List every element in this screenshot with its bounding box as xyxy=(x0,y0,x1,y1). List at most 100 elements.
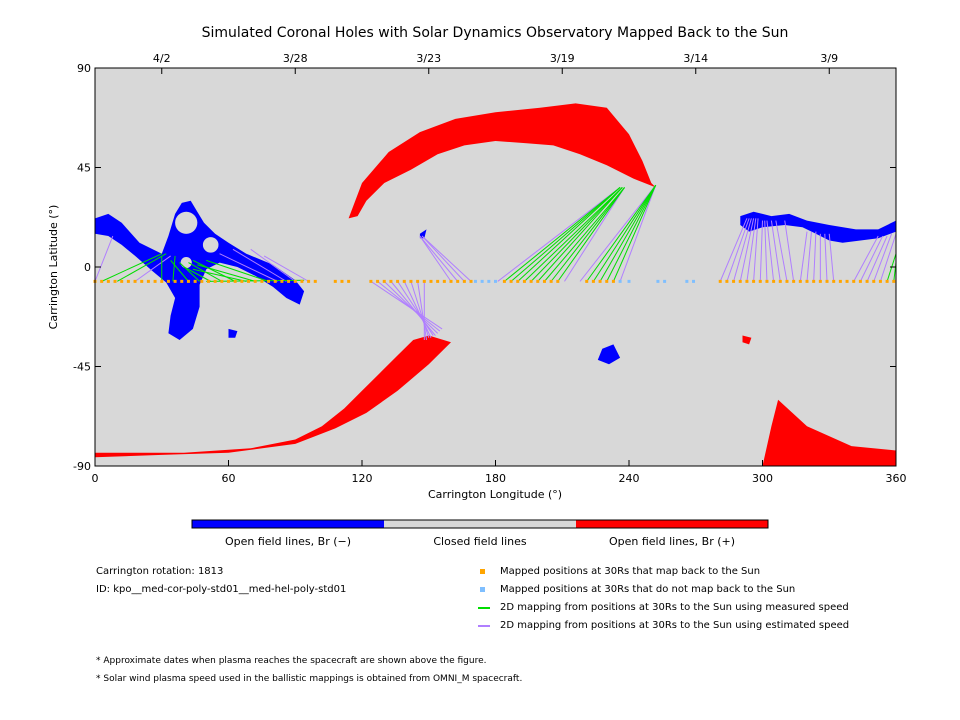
mapped-position-point xyxy=(591,279,595,283)
measured-mapping-line xyxy=(101,253,162,282)
mapped-position-point xyxy=(280,279,284,283)
mapped-position-point xyxy=(213,279,217,283)
estimated-mapping-line xyxy=(232,248,287,282)
top-date-label: 3/9 xyxy=(820,52,838,65)
unmapped-position-point xyxy=(473,279,477,283)
mapped-position-point xyxy=(442,279,446,283)
colorbar-frame xyxy=(191,519,769,529)
mapped-position-point xyxy=(146,279,150,283)
x-tick-label: 360 xyxy=(886,472,907,485)
mapped-position-point xyxy=(852,279,856,283)
mapped-position-point xyxy=(885,279,889,283)
estimated-mapping-line xyxy=(134,255,171,282)
estimated-mapping-line xyxy=(383,281,438,334)
estimated-mapping-line xyxy=(94,235,114,282)
mapped-position-point xyxy=(469,279,473,283)
mapped-position-point xyxy=(120,279,124,283)
y-axis-label: Carrington Latitude (°) xyxy=(47,205,60,330)
estimated-mapping-line xyxy=(853,235,879,282)
estimated-mapping-line xyxy=(806,231,812,282)
closed-field-hole xyxy=(202,237,219,253)
mapped-position-point xyxy=(273,279,277,283)
mapped-position-point xyxy=(333,279,337,283)
mapped-position-point xyxy=(598,279,602,283)
estimated-mapping-line xyxy=(619,185,657,282)
mapped-position-point xyxy=(732,279,736,283)
measured-mapping-line xyxy=(537,187,623,282)
mapped-position-point xyxy=(845,279,849,283)
estimated-mapping-line xyxy=(733,218,752,282)
unmapped-position-point xyxy=(494,279,497,283)
mapped-position-point xyxy=(193,279,197,283)
mapped-position-point xyxy=(738,279,742,283)
mapped-position-point xyxy=(536,279,540,283)
measured-mapping-line xyxy=(606,184,657,282)
mapped-position-point xyxy=(516,279,520,283)
x-tick-label: 60 xyxy=(222,472,236,485)
measured-mapping-line xyxy=(517,187,621,282)
mapped-position-point xyxy=(752,279,756,283)
measured-mapping-line xyxy=(524,187,623,282)
mapped-position-point xyxy=(140,279,144,283)
estimated-mapping-line xyxy=(866,235,888,282)
mapped-position-point xyxy=(113,279,117,283)
x-tick-label: 0 xyxy=(92,472,99,485)
unmapped-position-point xyxy=(487,279,491,283)
mapped-position-point xyxy=(585,279,589,283)
measured-mapping-line xyxy=(586,184,657,282)
mapped-position-point xyxy=(858,279,862,283)
estimated-mapping-line xyxy=(250,248,296,282)
y-tick-label: 45 xyxy=(77,162,91,175)
estimated-mapping-line xyxy=(564,187,625,282)
unmapped-position-point xyxy=(663,279,667,283)
green-line-icon xyxy=(478,607,490,609)
mapped-position-point xyxy=(872,279,876,283)
colorbar-label-positive: Open field lines, Br (+) xyxy=(608,535,736,548)
open-pos-islet xyxy=(742,335,752,345)
x-tick-label: 240 xyxy=(619,472,640,485)
mapped-position-point xyxy=(307,279,311,283)
mapped-position-point xyxy=(389,279,393,283)
measured-mapping-line xyxy=(886,253,897,282)
estimated-mapping-line xyxy=(421,235,465,282)
legend-measured-label: 2D mapping from positions at 30Rs to the… xyxy=(500,602,849,613)
closed-field-hole xyxy=(175,211,198,234)
mapped-position-point xyxy=(529,279,533,283)
plot-area: 0 60 120 180 240 300 360 90 45 0 -45 -90 4/2 3/28 3/23… xyxy=(73,52,906,485)
unmapped-position-point xyxy=(656,279,660,283)
mapped-position-point xyxy=(313,279,317,283)
estimated-mapping-line xyxy=(828,233,835,282)
estimated-mapping-line xyxy=(421,235,472,282)
estimated-mapping-line xyxy=(759,220,763,282)
x-tick-label: 180 xyxy=(485,472,506,485)
legend-mapped-label: Mapped positions at 30Rs that map back t… xyxy=(500,566,761,577)
measured-mapping-line xyxy=(183,266,211,282)
top-date-label: 4/2 xyxy=(153,52,171,65)
estimated-mapping-line xyxy=(873,233,893,282)
mapped-position-point xyxy=(300,279,304,283)
open-pos-south-east xyxy=(762,399,896,466)
estimated-mapping-line xyxy=(377,280,441,332)
mapped-position-point xyxy=(745,279,749,283)
measured-mapping-line xyxy=(510,187,621,282)
mapped-position-point xyxy=(798,279,802,283)
mapped-position-point xyxy=(287,279,291,283)
mapped-position-point xyxy=(233,279,237,283)
estimated-mapping-line xyxy=(419,235,452,282)
mapped-position-point xyxy=(549,279,553,283)
estimated-mapping-line xyxy=(784,220,795,282)
mapped-position-point xyxy=(805,279,809,283)
legend-estimated-label: 2D mapping from positions at 30Rs to the… xyxy=(500,620,850,631)
orange-square-icon xyxy=(480,569,485,574)
mapped-position-point xyxy=(878,279,882,283)
mapped-position-point xyxy=(605,279,609,283)
mapped-position-point xyxy=(402,279,406,283)
mapped-position-point xyxy=(725,279,729,283)
model-id-text: ID: kpo__med-cor-poly-std01__med-hel-pol… xyxy=(96,584,347,595)
top-date-label: 3/28 xyxy=(283,52,308,65)
mapped-position-point xyxy=(186,279,190,283)
measured-mapping-line xyxy=(599,184,657,282)
mapped-position-point xyxy=(456,279,460,283)
mapped-position-point xyxy=(718,279,722,283)
footnote-dates: * Approximate dates when plasma reaches … xyxy=(96,656,487,666)
